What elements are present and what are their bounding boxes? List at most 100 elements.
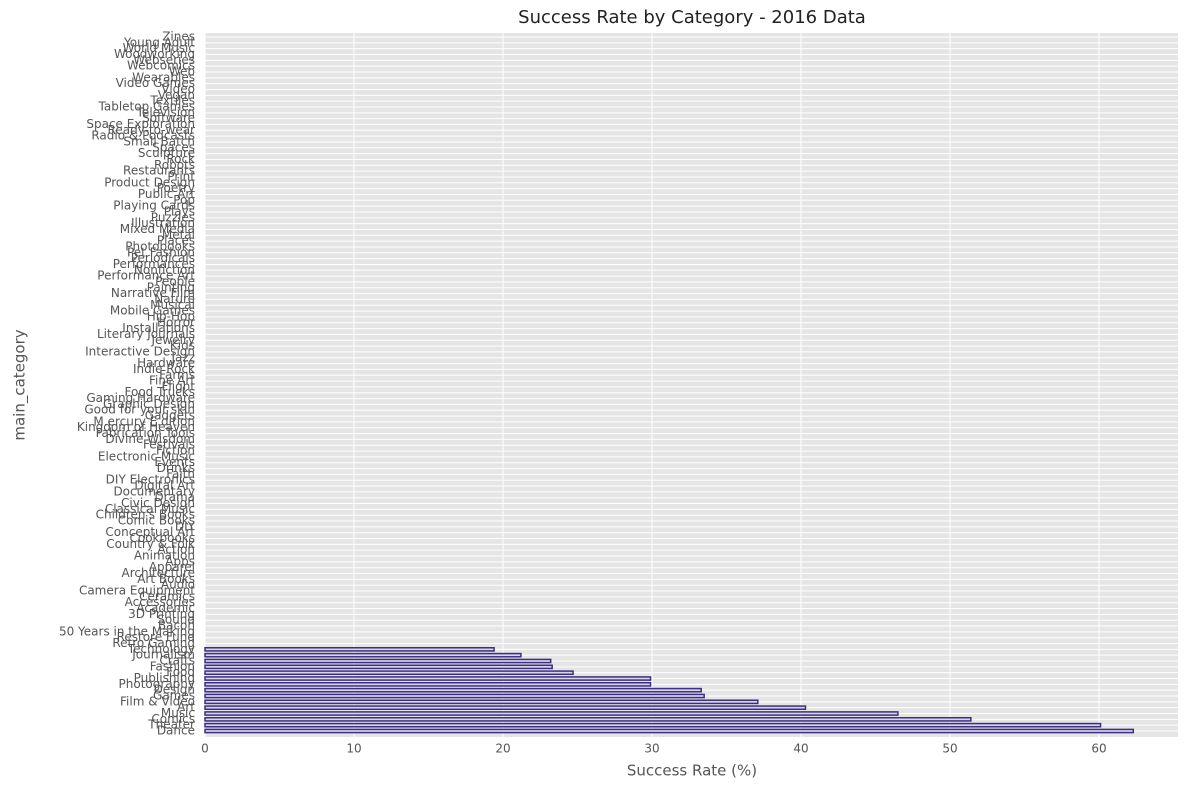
y-tick-label: Horror [157,315,195,329]
x-tick-label: 10 [346,742,361,756]
bar [204,722,1102,728]
y-tick-label: Technology [127,642,195,656]
bar [204,693,705,699]
y-tick-label: Metal [162,228,195,242]
y-tick-label: Country & Folk [106,537,195,551]
y-tick-label: Events [154,455,195,469]
y-tick-label: Comics [151,712,195,726]
y-tick-label: Fashion [150,659,195,673]
y-tick-label: Food Trucks [125,385,196,399]
y-tick-label: Ready-to-wear [108,123,196,137]
y-tick-label: Performance Art [97,269,195,283]
y-tick-label: Architecture [122,566,195,580]
y-tick-label: Nonfiction [134,263,195,277]
x-tick-label: 0 [201,742,209,756]
y-tick-label: Product Design [104,175,195,189]
y-tick-label: Photobooks [125,239,195,253]
y-tick-label: Art Books [137,572,195,586]
y-tick-label: Apparel [149,560,195,574]
y-tick-label: Photography [119,677,195,691]
y-tick-label: Public Art [138,187,195,201]
y-tick-label: Literary Journals [97,327,195,341]
y-tick-label: Dance [157,724,195,738]
y-tick-label: Spaces [152,140,195,154]
y-tick-label: Action [157,543,195,557]
y-tick-label: Camera Equipment [79,584,195,598]
y-tick-label: Audio [161,578,195,592]
bar [204,658,552,664]
y-tick-label: Young Adult [123,35,195,49]
bar [204,728,1135,734]
y-tick-label: Installations [122,321,195,335]
y-tick-label: Nature [154,292,195,306]
plot-area [205,33,1178,737]
y-tick-label: Bacon [158,619,195,633]
y-tick-label: Pet Fashion [127,245,195,259]
y-tick-label: Woodworking [114,47,195,61]
bar [204,670,574,676]
y-tick-label: Divine Wisdom [105,432,195,446]
y-tick-label: Restore Fund [117,630,195,644]
y-tick-label: Plays [164,204,195,218]
y-tick-label: Robots [154,158,195,172]
x-tick-label: 40 [793,742,808,756]
y-tick-label: Jazz [171,350,196,364]
y-tick-label: Ceramics [139,589,195,603]
y-tick-label: Kingdom of Heaven [77,420,195,434]
y-tick-label: Documentary [113,484,195,498]
x-tick-label: 30 [644,742,659,756]
y-tick-label: Periodicals [131,251,195,265]
y-tick-label: Good for your skin [84,403,195,417]
y-tick-label: DIY Electronics [106,473,195,487]
y-tick-label: Webseries [133,53,195,67]
y-tick-label: Design [154,683,195,697]
bar [204,711,899,716]
y-tick-label: Animation [134,549,195,563]
y-tick-label: Wearables [132,70,195,84]
bar [204,652,522,658]
chart-title: Success Rate by Category - 2016 Data [518,7,866,28]
y-tick-label: Graphic Design [103,397,195,411]
y-tick-label: Apps [165,554,195,568]
y-tick-label: Narrative Film [111,286,195,300]
y-tick-label: Sculpture [138,146,195,160]
y-tick-label: Tabletop Games [98,99,196,113]
y-tick-label: Fiction [156,444,195,458]
x-tick-label: 50 [942,742,957,756]
y-tick-label: Jewelry [151,333,196,347]
y-tick-label: Film & Video [120,694,195,708]
y-tick-label: Academic [136,601,195,615]
y-tick-label: Rock [166,152,195,166]
y-tick-label: 3D Printing [128,607,195,621]
y-tick-label: Musical [150,298,195,312]
y-tick-label: Conceptual Art [105,525,195,539]
y-tick-label: 50 Years in the Making [59,624,195,638]
y-tick-label: Gaming Hardware [86,391,195,405]
y-tick-label: Art [177,700,195,714]
y-tick-label: Civic Design [121,496,195,510]
y-tick-label: Indie Rock [133,362,195,376]
y-tick-label: Textiles [149,94,195,108]
y-tick-label: Mobile Games [110,304,195,318]
y-tick-label: DIY [175,519,196,533]
y-tick-label: Drinks [157,461,195,475]
y-tick-label: Puzzles [151,210,195,224]
y-tick-label: Food [166,665,195,679]
y-tick-label: Software [142,111,195,125]
y-tick-label: Electronic Music [98,449,195,463]
bar [204,699,759,705]
y-tick-label: Print [167,169,195,183]
y-tick-label: Web [169,64,195,78]
y-tick-label: Small Batch [123,134,195,148]
y-tick-label: Fabrication Tools [96,426,195,440]
y-tick-label: Television [136,105,195,119]
y-tick-label: Flight [162,379,196,393]
x-tick-label: 20 [495,742,510,756]
y-tick-label: Space Exploration [86,117,195,131]
y-tick-label: Drama [154,490,195,504]
y-tick-label: Crafts [159,654,195,668]
y-tick-label: Kids [170,339,195,353]
y-tick-label: Fine Art [149,374,195,388]
y-tick-label: Interactive Design [85,344,195,358]
x-axis-label: Success Rate (%) [627,762,757,780]
